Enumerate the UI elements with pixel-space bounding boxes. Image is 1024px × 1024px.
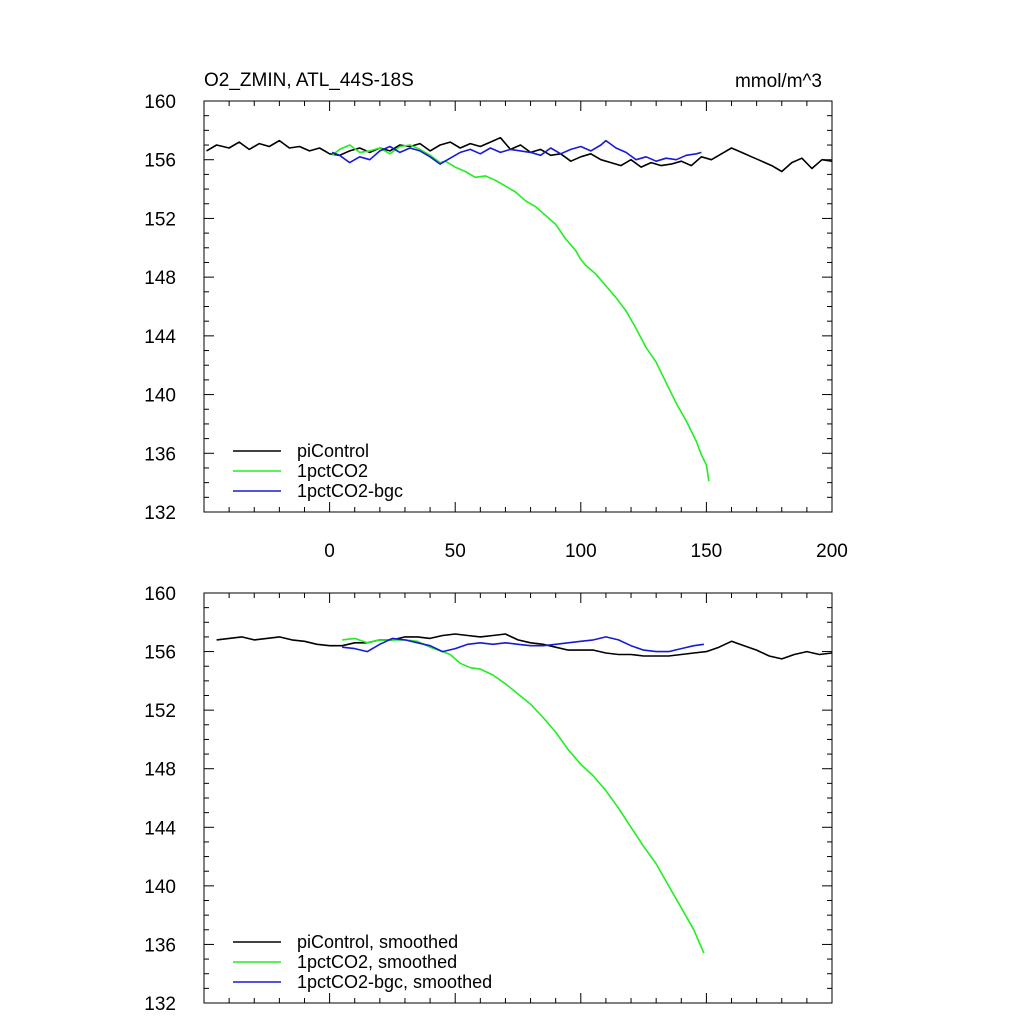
bottom-panel: 132 136 140 144 148 152 156 160 piControl, smoot…: [144, 584, 833, 1015]
y-tick-label: 140: [144, 386, 176, 407]
series-line-piControl: [216, 633, 833, 660]
y-tick-label: 144: [144, 327, 176, 348]
y-tick-label: 160: [144, 92, 176, 113]
x-tick-label: 100: [565, 541, 597, 562]
legend-label: 1pctCO2: [297, 461, 368, 481]
y-tick-label: 148: [144, 760, 176, 781]
y-tick-label: 140: [144, 877, 176, 898]
y-tick-label: 132: [144, 994, 176, 1015]
chart-title: O2_ZMIN, ATL_44S-18S: [204, 70, 414, 91]
series-line-1pctCO2: [342, 637, 705, 954]
x-tick-label: 200: [816, 541, 848, 562]
y-tick-label: 152: [144, 209, 176, 230]
top-panel: 132 136 140 144 148 152 156 160 0 50 100 150 200 O2_Z…: [144, 70, 848, 562]
legend-label: 1pctCO2, smoothed: [297, 952, 457, 972]
series-line-1pctCO2: [331, 144, 710, 482]
y-tick-label: 136: [144, 444, 176, 465]
x-tick-label: 150: [691, 541, 723, 562]
series-line-piControl: [206, 136, 833, 173]
legend-label: piControl: [297, 441, 369, 461]
y-tick-label: 152: [144, 701, 176, 722]
series-line-1pctCO2-bgc: [331, 139, 702, 165]
legend-label: 1pctCO2-bgc: [297, 481, 403, 501]
y-tick-label: 148: [144, 268, 176, 289]
y-tick-label: 136: [144, 935, 176, 956]
y-tick-label: 144: [144, 818, 176, 839]
y-tick-label: 156: [144, 151, 176, 172]
legend-label: 1pctCO2-bgc, smoothed: [297, 972, 492, 992]
legend-label: piControl, smoothed: [297, 932, 458, 952]
y-tick-label: 160: [144, 584, 176, 605]
units-label: mmol/m^3: [735, 71, 822, 92]
x-tick-label: 50: [445, 541, 466, 562]
x-tick-label: 0: [324, 541, 335, 562]
y-tick-label: 132: [144, 503, 176, 524]
series-line-1pctCO2-bgc: [342, 636, 705, 653]
y-tick-label: 156: [144, 643, 176, 664]
